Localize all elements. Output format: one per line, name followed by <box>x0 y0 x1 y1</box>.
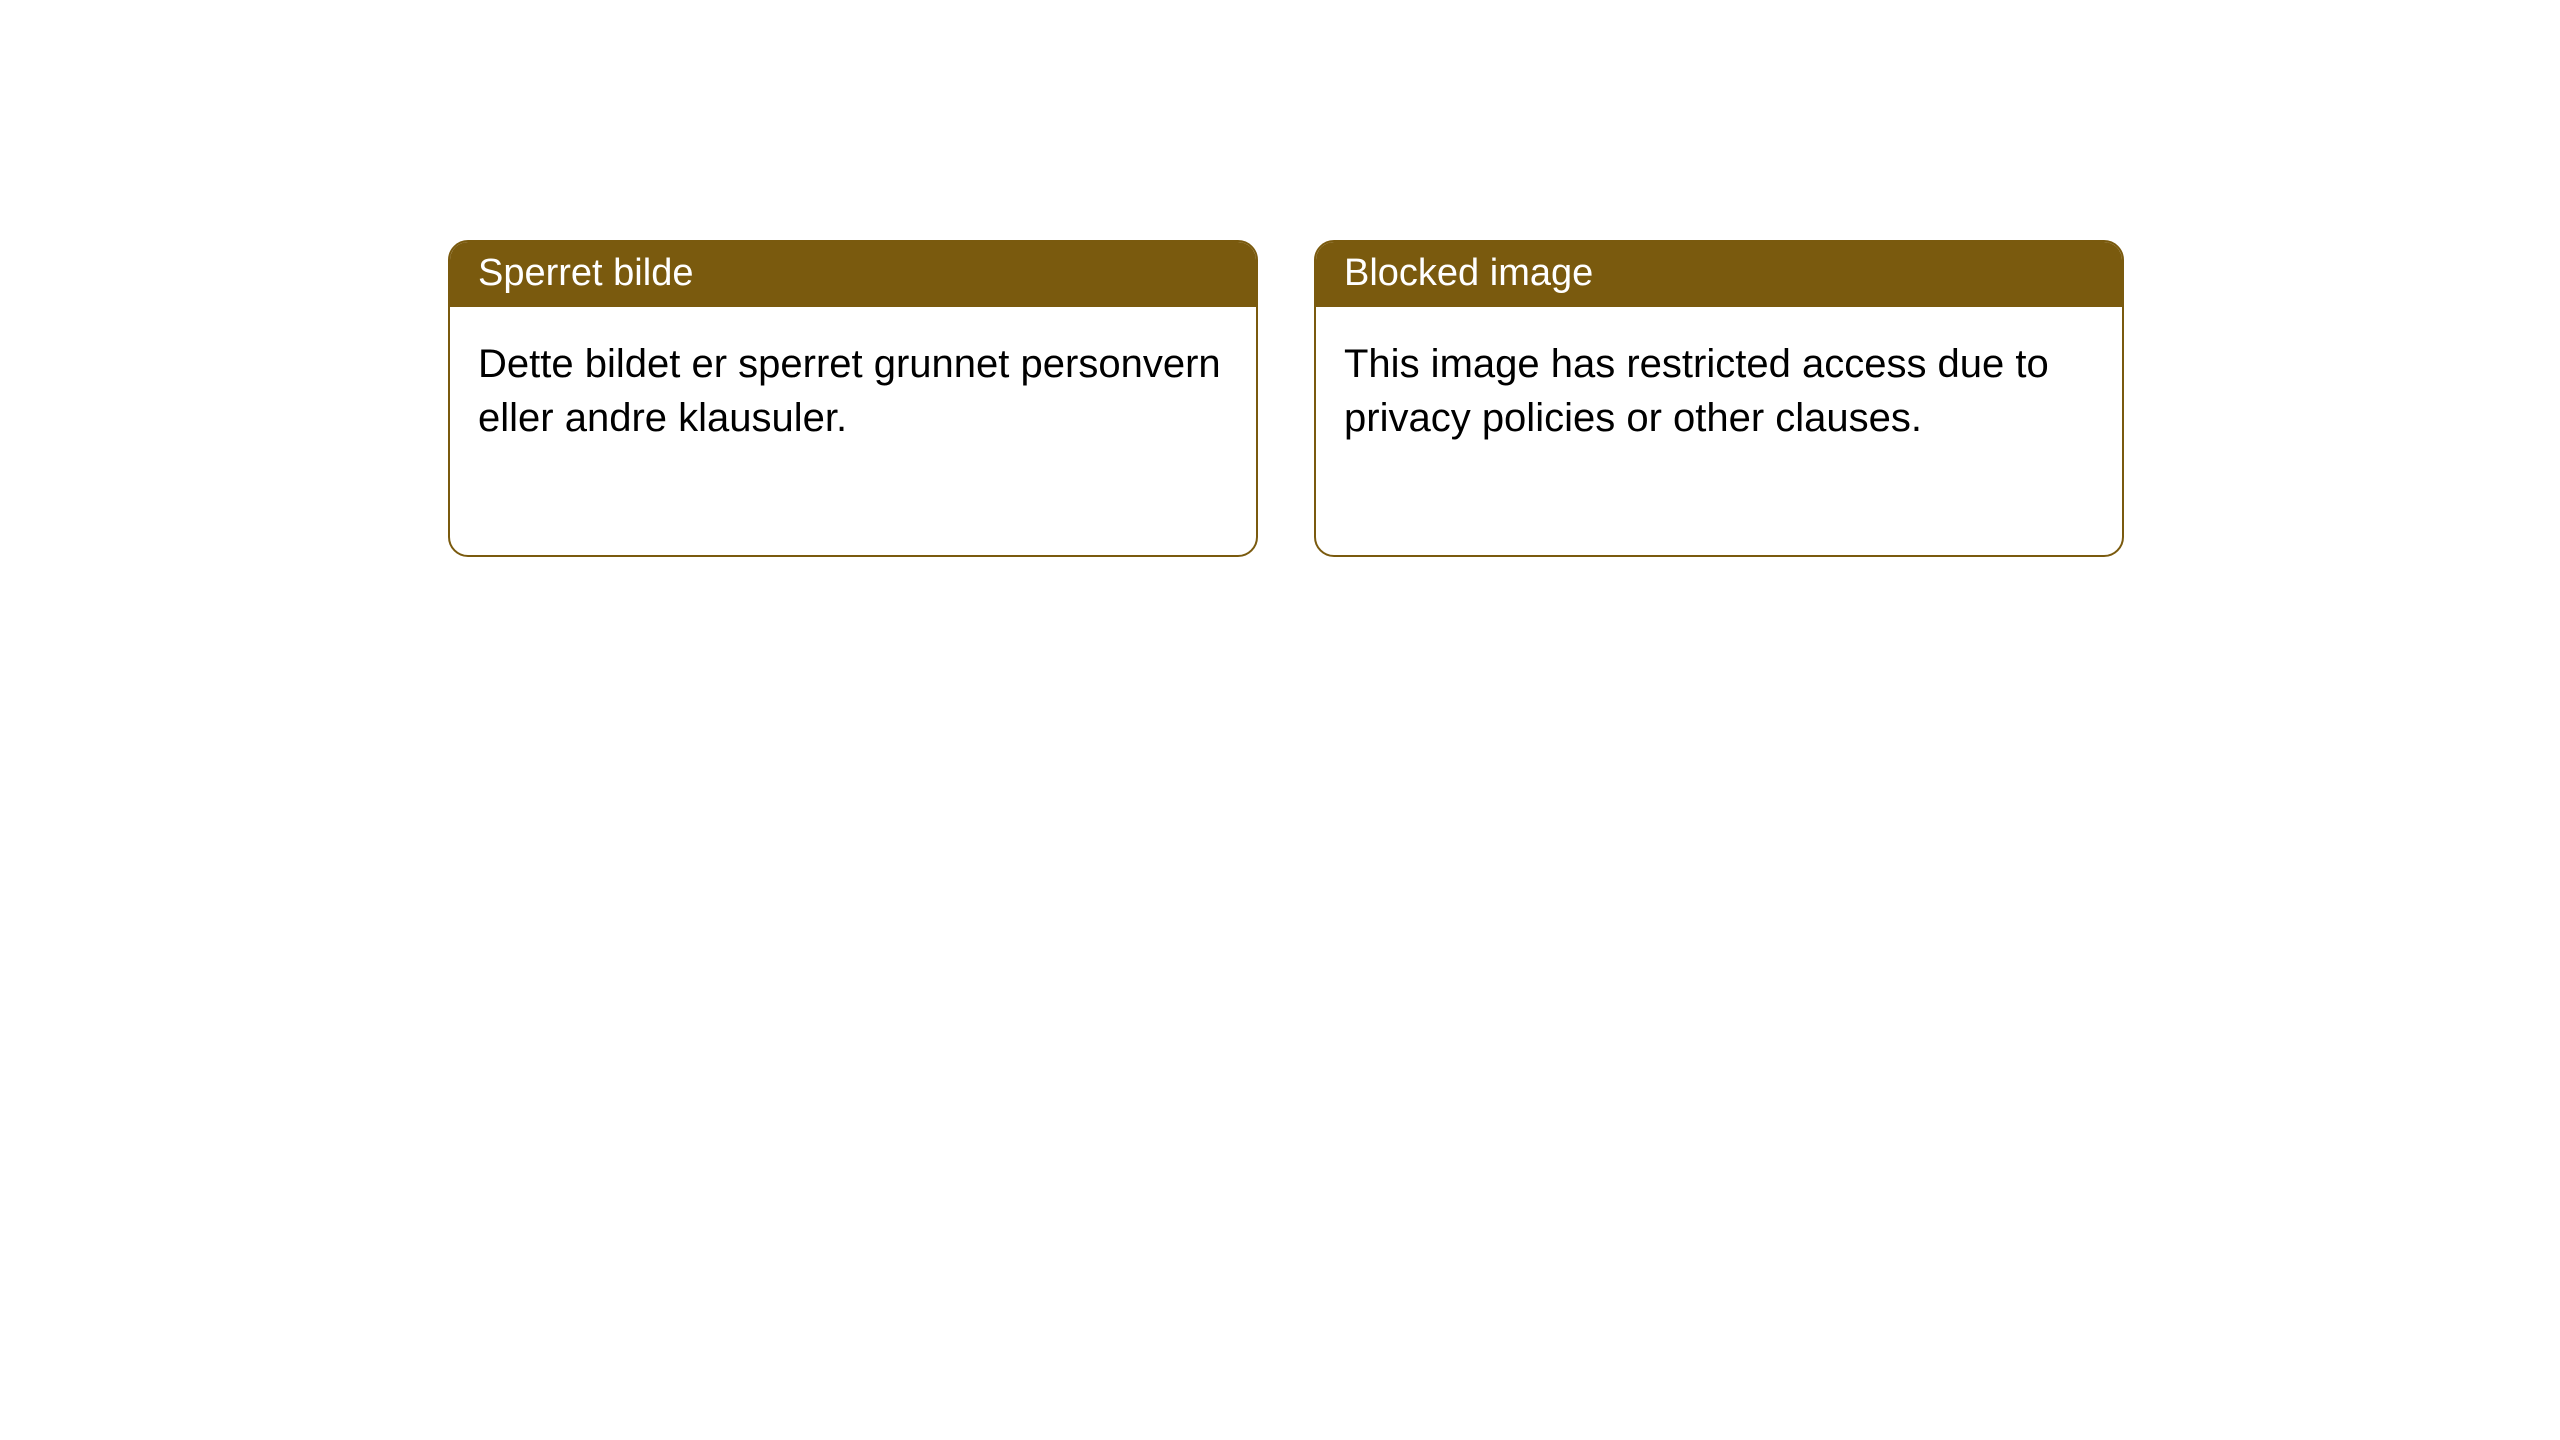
blocked-image-card-en: Blocked image This image has restricted … <box>1314 240 2124 557</box>
blocked-image-card-no: Sperret bilde Dette bildet er sperret gr… <box>448 240 1258 557</box>
card-header-en: Blocked image <box>1316 242 2122 307</box>
card-body-no: Dette bildet er sperret grunnet personve… <box>450 307 1256 555</box>
card-header-no: Sperret bilde <box>450 242 1256 307</box>
blocked-image-cards: Sperret bilde Dette bildet er sperret gr… <box>448 240 2124 557</box>
card-body-en: This image has restricted access due to … <box>1316 307 2122 555</box>
